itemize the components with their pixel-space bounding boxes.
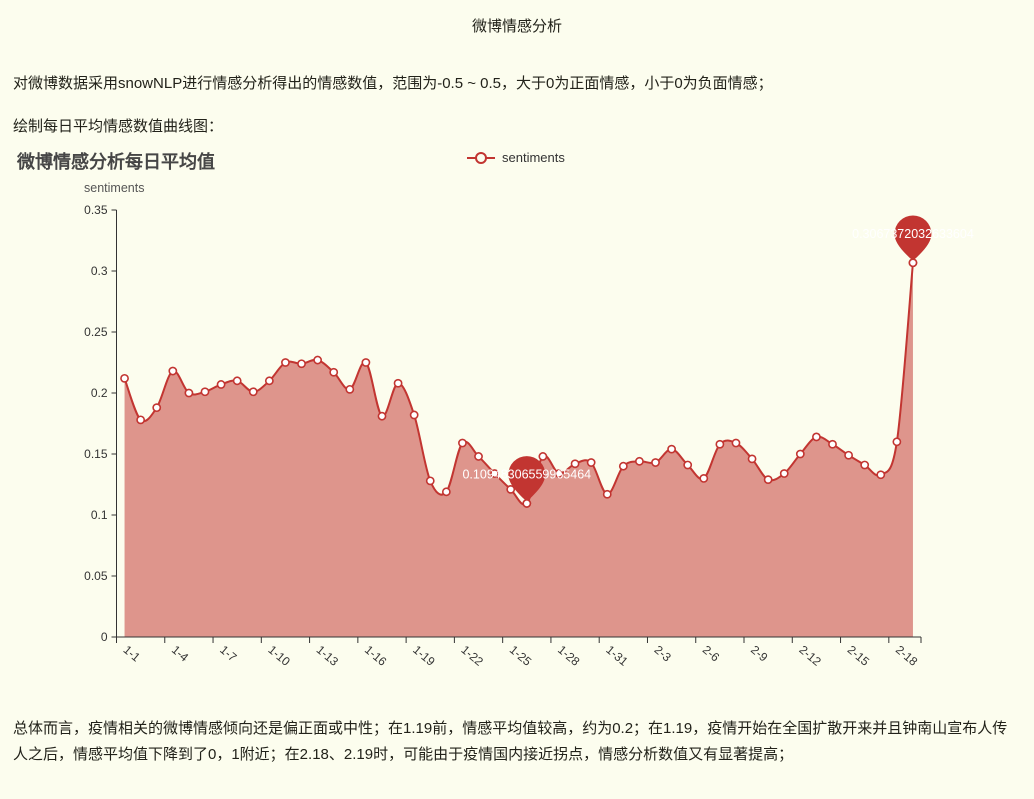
y-axis-tick-label: 0.2 <box>91 386 108 400</box>
data-point-marker[interactable] <box>441 487 451 497</box>
x-axis-tick-label: 1-10 <box>265 643 293 669</box>
data-point-marker[interactable] <box>136 415 146 425</box>
data-point-marker[interactable] <box>329 367 339 377</box>
y-axis-tick-label: 0.15 <box>84 447 108 461</box>
data-point-marker[interactable] <box>377 411 387 421</box>
data-point-marker[interactable] <box>297 359 306 369</box>
data-point-marker[interactable] <box>667 444 677 454</box>
data-point-marker[interactable] <box>763 475 773 485</box>
data-point-marker[interactable] <box>409 410 419 420</box>
data-point-marker[interactable] <box>248 387 258 397</box>
data-point-marker[interactable] <box>812 432 821 442</box>
x-axis-tick-label: 1-1 <box>121 643 144 665</box>
x-axis-tick-label: 2-3 <box>652 643 675 665</box>
x-axis-tick-label: 1-28 <box>555 643 583 669</box>
x-axis-tick-label: 2-9 <box>748 643 771 665</box>
legend-line-circle-icon <box>467 151 495 164</box>
data-point-marker[interactable] <box>538 452 548 461</box>
data-point-marker[interactable] <box>699 473 709 483</box>
data-point-marker[interactable] <box>570 459 580 469</box>
data-point-marker[interactable] <box>393 378 403 388</box>
y-axis-tick-label: 0.1 <box>91 508 108 522</box>
data-point-marker[interactable] <box>120 373 129 383</box>
data-point-marker[interactable] <box>747 454 757 464</box>
intro-paragraph-2: 绘制每日平均情感数值曲线图： <box>13 118 224 135</box>
data-point-marker[interactable] <box>264 376 274 386</box>
max-value-label: 0.3067372032633604 <box>852 227 974 241</box>
data-point-marker[interactable] <box>184 388 194 398</box>
y-axis-tick-label: 0.05 <box>84 569 108 583</box>
data-point-marker[interactable] <box>908 258 918 268</box>
data-point-marker[interactable] <box>490 469 500 478</box>
x-axis-tick-label: 1-13 <box>314 643 342 669</box>
x-axis-tick-label: 2-15 <box>845 643 873 669</box>
data-point-marker[interactable] <box>281 358 290 367</box>
y-axis-tick-label: 0.25 <box>84 325 108 339</box>
y-axis-tick-label: 0 <box>101 630 108 644</box>
data-point-marker[interactable] <box>586 458 596 467</box>
data-point-marker[interactable] <box>828 439 837 449</box>
data-point-marker[interactable] <box>313 355 323 365</box>
data-point-marker[interactable] <box>200 387 210 397</box>
data-point-marker[interactable] <box>522 499 532 508</box>
data-point-marker[interactable] <box>506 484 516 494</box>
data-point-marker[interactable] <box>361 358 371 367</box>
page-title: 微博情感分析 <box>471 18 562 35</box>
legend-label: sentiments <box>502 150 565 165</box>
x-axis-tick-label: 2-18 <box>893 643 921 669</box>
data-point-marker[interactable] <box>795 449 805 459</box>
y-axis-tick-label: 0.3 <box>91 264 108 278</box>
x-axis-tick-label: 1-16 <box>362 643 390 669</box>
x-axis-tick-label: 1-4 <box>169 643 192 665</box>
chart-title: 微博情感分析每日平均值 <box>17 152 215 172</box>
data-point-marker[interactable] <box>618 461 628 471</box>
min-value-pin[interactable] <box>508 456 546 502</box>
min-value-label: 0.10948306559965464 <box>462 468 591 482</box>
intro-paragraph-1: 对微博数据采用snowNLP进行情感分析得出的情感数值，范围为-0.5 ~ 0.… <box>13 75 773 92</box>
data-point-marker[interactable] <box>779 469 789 478</box>
data-point-marker[interactable] <box>602 489 612 499</box>
x-axis-tick-label: 1-22 <box>459 643 487 669</box>
data-point-marker[interactable] <box>860 460 870 470</box>
y-axis-tick-label: 0.35 <box>84 203 108 217</box>
x-axis-tick-label: 1-7 <box>217 643 240 665</box>
data-point-marker[interactable] <box>892 437 902 447</box>
summary-paragraph: 总体而言，疫情相关的微博情感倾向还是偏正面或中性；在1.19前，情感平均值较高，… <box>13 720 1008 763</box>
x-axis-tick-label: 1-25 <box>507 643 535 669</box>
data-point-marker[interactable] <box>168 366 178 376</box>
data-point-marker[interactable] <box>474 452 483 461</box>
data-point-marker[interactable] <box>715 439 725 449</box>
x-axis-tick-label: 2-6 <box>700 643 723 665</box>
data-point-marker[interactable] <box>345 384 355 394</box>
data-point-marker[interactable] <box>876 470 886 480</box>
data-point-marker[interactable] <box>731 438 741 448</box>
data-point-marker[interactable] <box>554 469 564 478</box>
data-point-marker[interactable] <box>216 380 226 389</box>
y-axis-name: sentiments <box>84 181 145 195</box>
data-point-marker[interactable] <box>844 450 853 460</box>
data-point-marker[interactable] <box>635 456 644 466</box>
x-axis-tick-label: 1-31 <box>603 643 631 669</box>
x-axis-tick-label: 1-19 <box>410 643 438 669</box>
data-point-marker[interactable] <box>152 403 162 413</box>
data-point-marker[interactable] <box>425 476 435 486</box>
data-point-marker[interactable] <box>232 376 242 386</box>
data-point-marker[interactable] <box>651 458 660 467</box>
data-point-marker[interactable] <box>458 438 467 448</box>
sentiment-area-fill <box>124 262 913 637</box>
legend-item-sentiments[interactable]: sentiments <box>466 150 565 165</box>
max-value-pin[interactable] <box>894 215 932 261</box>
x-axis-tick-label: 2-12 <box>796 643 824 669</box>
data-point-marker[interactable] <box>683 460 693 470</box>
